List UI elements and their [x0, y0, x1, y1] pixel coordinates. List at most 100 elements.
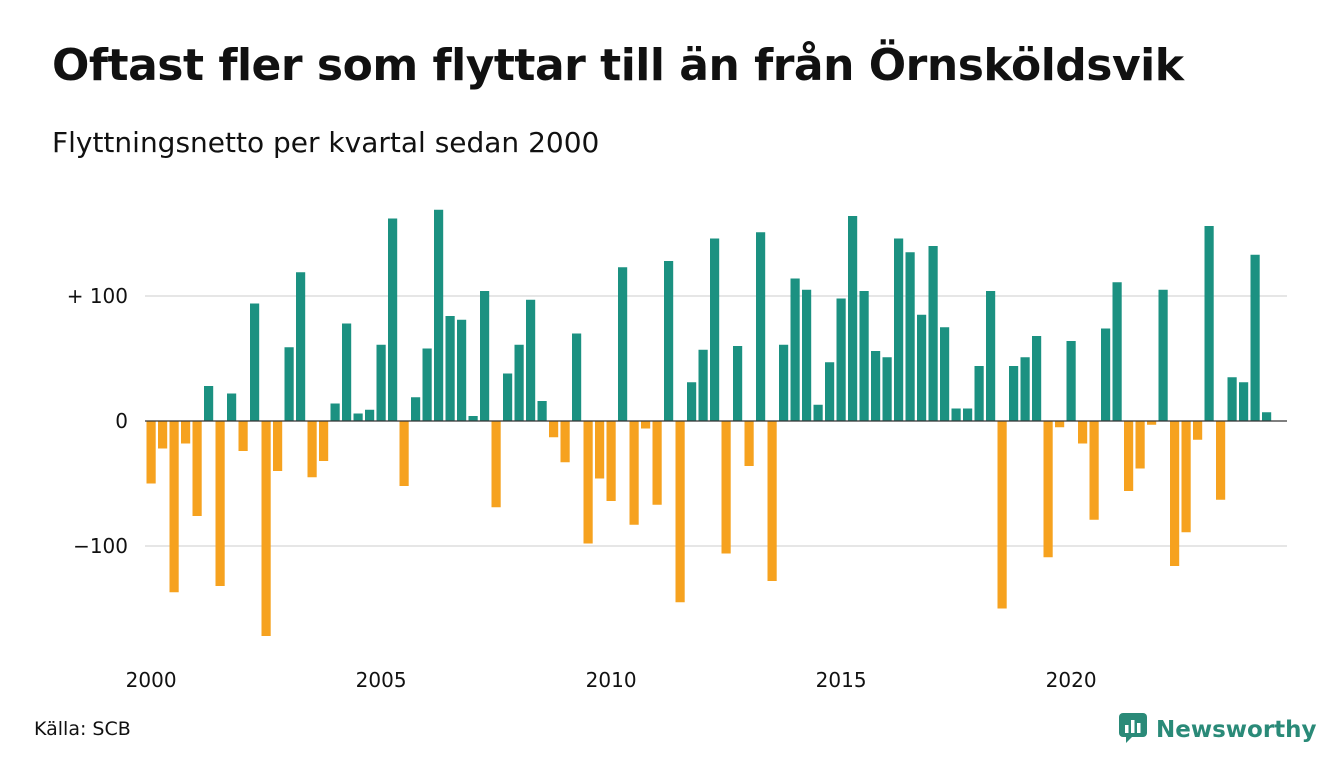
bar	[629, 421, 639, 525]
chart-subtitle: Flyttningsnetto per kvartal sedan 2000	[52, 126, 600, 159]
bar	[1216, 421, 1226, 500]
x-tick-label: 2005	[356, 668, 407, 692]
y-tick-label: 0	[115, 409, 128, 433]
bar	[514, 344, 524, 421]
bar	[1239, 382, 1249, 421]
bar	[698, 349, 708, 421]
bar	[721, 421, 731, 554]
bar	[411, 397, 421, 421]
chart-title: Oftast fler som flyttar till än från Örn…	[52, 40, 1184, 91]
bar	[215, 421, 225, 586]
x-tick-label: 2010	[586, 668, 637, 692]
bar	[836, 298, 846, 421]
bar	[940, 327, 950, 421]
bar	[158, 421, 168, 449]
bar	[1193, 421, 1203, 440]
bar	[583, 421, 593, 544]
bar	[457, 319, 467, 421]
bar	[250, 303, 260, 421]
bar	[181, 421, 191, 444]
bar	[963, 408, 973, 421]
bar	[560, 421, 570, 463]
bar	[146, 421, 156, 484]
bar	[1101, 328, 1111, 421]
bar	[1147, 421, 1157, 425]
bar	[618, 267, 628, 421]
brand-name: Newsworthy	[1156, 717, 1317, 743]
bar	[928, 246, 938, 421]
bar	[687, 382, 697, 421]
bar	[549, 421, 559, 438]
bar	[756, 232, 766, 421]
bar	[399, 421, 409, 486]
bar	[664, 261, 674, 421]
bar	[353, 413, 363, 421]
bar	[859, 291, 869, 421]
bar	[894, 238, 904, 421]
bar	[526, 299, 536, 421]
bar	[227, 393, 237, 421]
x-tick-label: 2020	[1046, 668, 1097, 692]
bar	[1158, 289, 1168, 421]
bar	[169, 421, 179, 593]
bar	[491, 421, 501, 508]
bar	[1066, 341, 1076, 421]
brand-logo: Newsworthy	[1118, 712, 1317, 748]
source-note: Källa: SCB	[34, 718, 131, 740]
bar	[790, 278, 800, 421]
bar	[204, 386, 214, 421]
bar	[284, 347, 294, 421]
bar	[813, 404, 823, 421]
bar	[779, 344, 789, 421]
bar	[951, 408, 961, 421]
bar	[537, 401, 547, 421]
bar	[802, 289, 812, 421]
bar	[710, 238, 720, 421]
x-tick-label: 2000	[126, 668, 177, 692]
bar	[261, 421, 271, 636]
bar	[342, 323, 352, 421]
bar	[744, 421, 754, 466]
bar	[572, 333, 582, 421]
bar	[388, 218, 398, 421]
bar	[641, 421, 651, 429]
bar	[871, 351, 881, 421]
bar	[986, 291, 996, 421]
bar	[503, 373, 513, 421]
bar	[192, 421, 202, 516]
bar	[997, 421, 1007, 609]
bar	[1055, 421, 1065, 428]
bar	[767, 421, 777, 581]
bar	[1078, 421, 1088, 444]
y-tick-label: + 100	[67, 284, 128, 308]
bar	[882, 357, 892, 421]
bar	[1020, 357, 1030, 421]
bars	[146, 209, 1272, 636]
bar	[1250, 254, 1260, 421]
bar	[1032, 336, 1042, 421]
y-tick-label: −100	[73, 534, 128, 558]
bar	[238, 421, 248, 451]
x-tick-label: 2015	[816, 668, 867, 692]
bar	[595, 421, 605, 479]
bar	[319, 421, 329, 461]
bar	[848, 216, 858, 421]
bar	[1089, 421, 1099, 520]
bar	[1043, 421, 1053, 558]
bar	[1262, 412, 1272, 421]
bar	[307, 421, 317, 478]
bar	[1204, 226, 1214, 421]
bar	[1124, 421, 1134, 491]
bar	[733, 346, 743, 421]
bar	[434, 209, 444, 421]
bar	[652, 421, 662, 505]
bar	[376, 344, 386, 421]
bar	[365, 409, 375, 421]
bar	[273, 421, 283, 471]
bar	[480, 291, 490, 421]
bar	[422, 348, 432, 421]
bar	[468, 416, 478, 421]
bar	[1009, 366, 1019, 421]
bar	[974, 366, 984, 421]
